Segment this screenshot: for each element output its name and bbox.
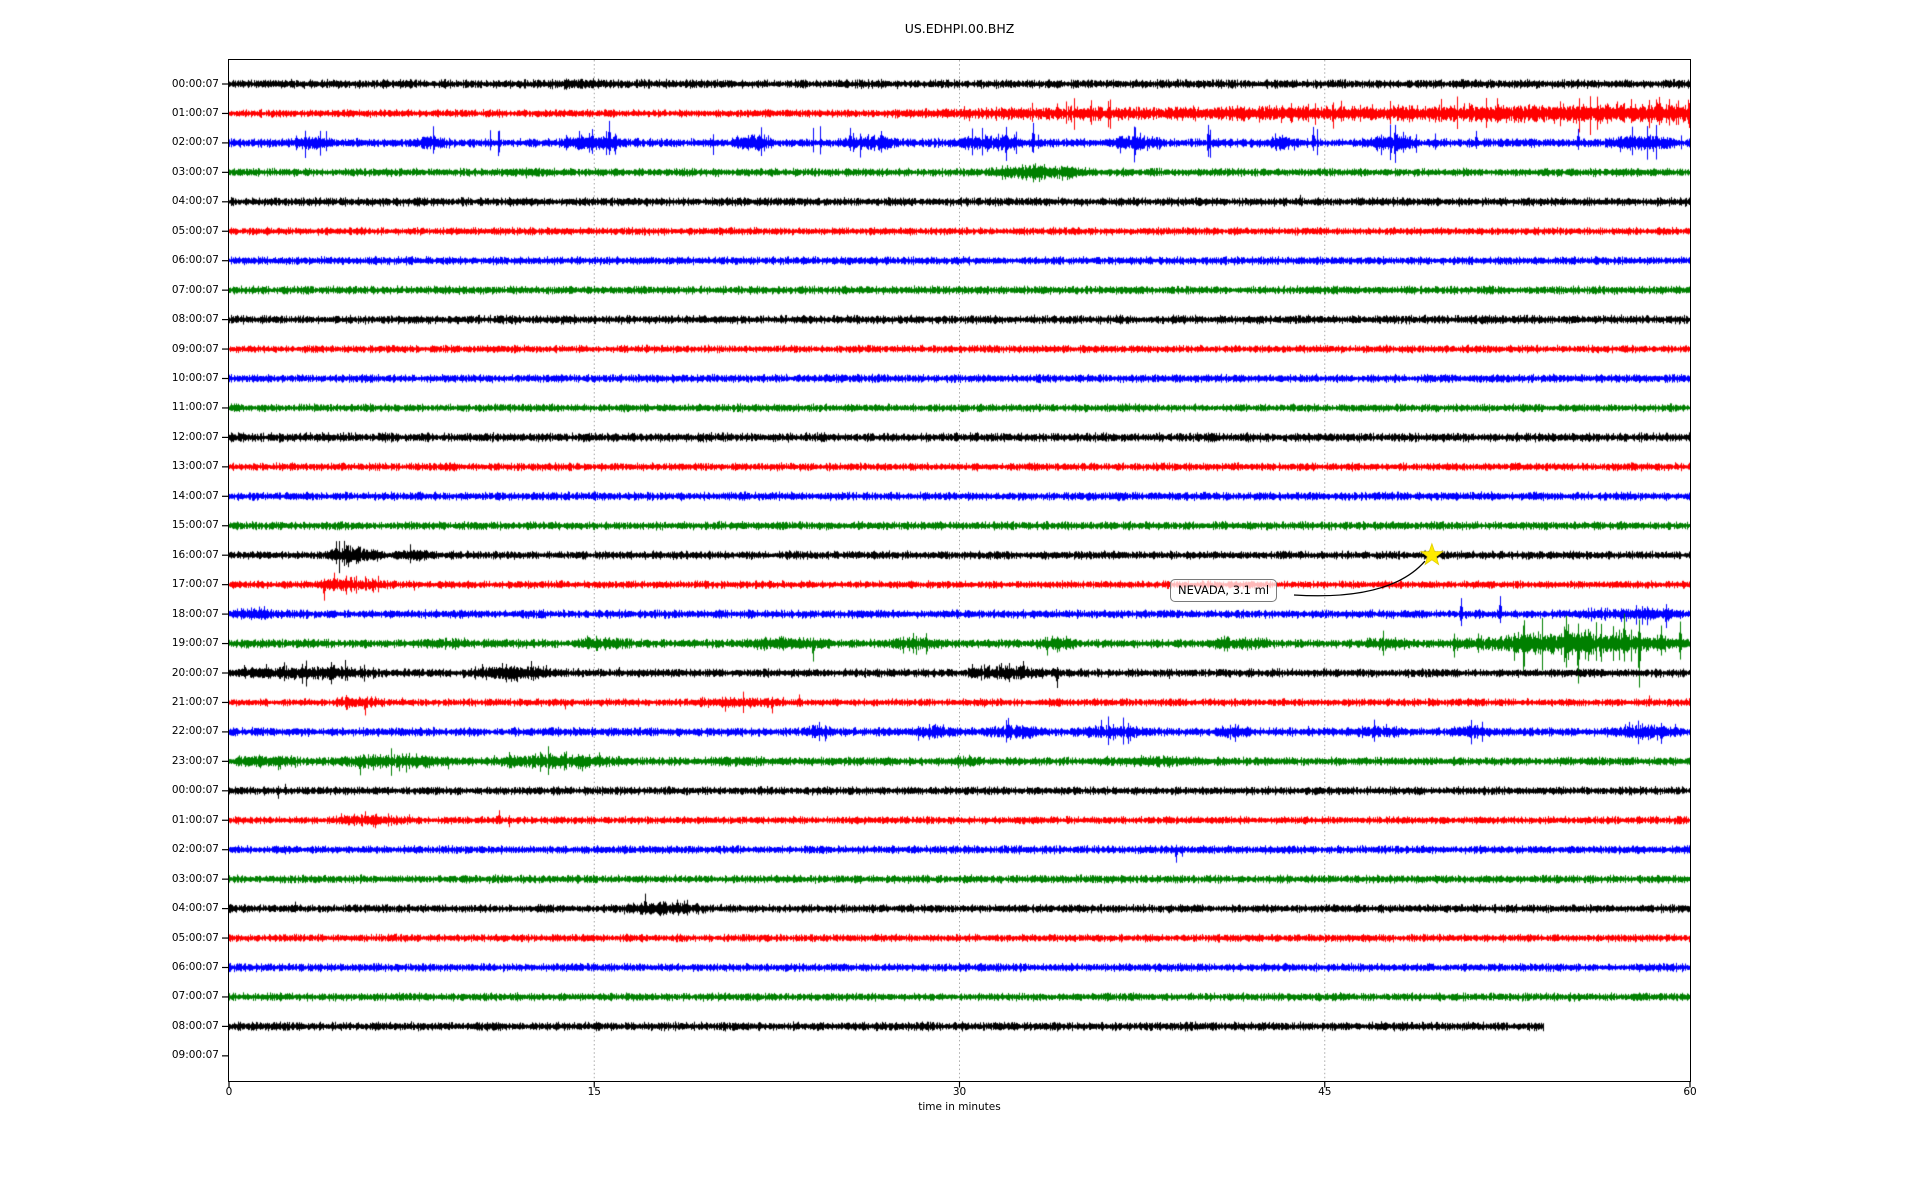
trace-time-label: 19:00:07: [171, 637, 219, 650]
trace-time-label: 22:00:07: [171, 725, 219, 738]
x-tick-label: 60: [1683, 1086, 1697, 1098]
trace-time-label: 03:00:07: [171, 872, 219, 885]
trace-time-label: 02:00:07: [171, 843, 219, 856]
x-tick-label: 15: [587, 1086, 601, 1098]
trace-time-label: 09:00:07: [171, 342, 219, 355]
trace-time-label: 09:00:07: [171, 1049, 219, 1062]
plot-title: US.EDHPI.00.BHZ: [904, 21, 1015, 36]
x-axis-label: time in minutes: [918, 1101, 1001, 1113]
x-tick-label: 45: [1318, 1086, 1332, 1098]
x-tick-label: 0: [225, 1086, 233, 1098]
trace-time-label: 11:00:07: [171, 401, 219, 414]
trace-time-label: 04:00:07: [171, 902, 219, 915]
trace-time-label: 18:00:07: [171, 607, 219, 620]
trace-time-label: 07:00:07: [171, 990, 219, 1003]
x-tick-label: 30: [952, 1086, 967, 1098]
trace-time-label: 02:00:07: [171, 136, 219, 149]
trace-time-label: 12:00:07: [171, 430, 219, 443]
trace-time-label: 15:00:07: [171, 519, 219, 532]
trace-time-label: 04:00:07: [171, 195, 219, 208]
trace-time-label: 21:00:07: [171, 695, 219, 708]
trace-time-label: 14:00:07: [171, 489, 219, 502]
trace-time-label: 01:00:07: [171, 106, 219, 119]
trace-time-label: 03:00:07: [171, 165, 219, 178]
trace-time-label: 07:00:07: [171, 283, 219, 296]
trace-time-label: 05:00:07: [171, 931, 219, 944]
trace-time-label: 20:00:07: [171, 666, 219, 679]
trace-time-label: 13:00:07: [171, 460, 219, 473]
trace-time-label: 16:00:07: [171, 548, 219, 561]
event-annotation-box: NEVADA, 3.1 ml: [1170, 579, 1278, 602]
trace-time-label: 01:00:07: [171, 813, 219, 826]
trace-time-label: 00:00:07: [171, 784, 219, 797]
trace-time-label: 06:00:07: [171, 961, 219, 973]
event-annotation-text: NEVADA, 3.1 ml: [1178, 583, 1270, 597]
trace-time-label: 23:00:07: [171, 754, 219, 767]
trace-time-label: 17:00:07: [171, 578, 219, 591]
trace-time-label: 08:00:07: [171, 1019, 219, 1032]
waveform-canvas: [229, 60, 1690, 1081]
trace-time-label: 00:00:07: [171, 77, 219, 90]
trace-time-label: 10:00:07: [171, 372, 219, 384]
trace-time-label: 08:00:07: [171, 313, 219, 326]
trace-time-label: 06:00:07: [171, 254, 219, 267]
trace-time-label: 05:00:07: [171, 224, 219, 237]
